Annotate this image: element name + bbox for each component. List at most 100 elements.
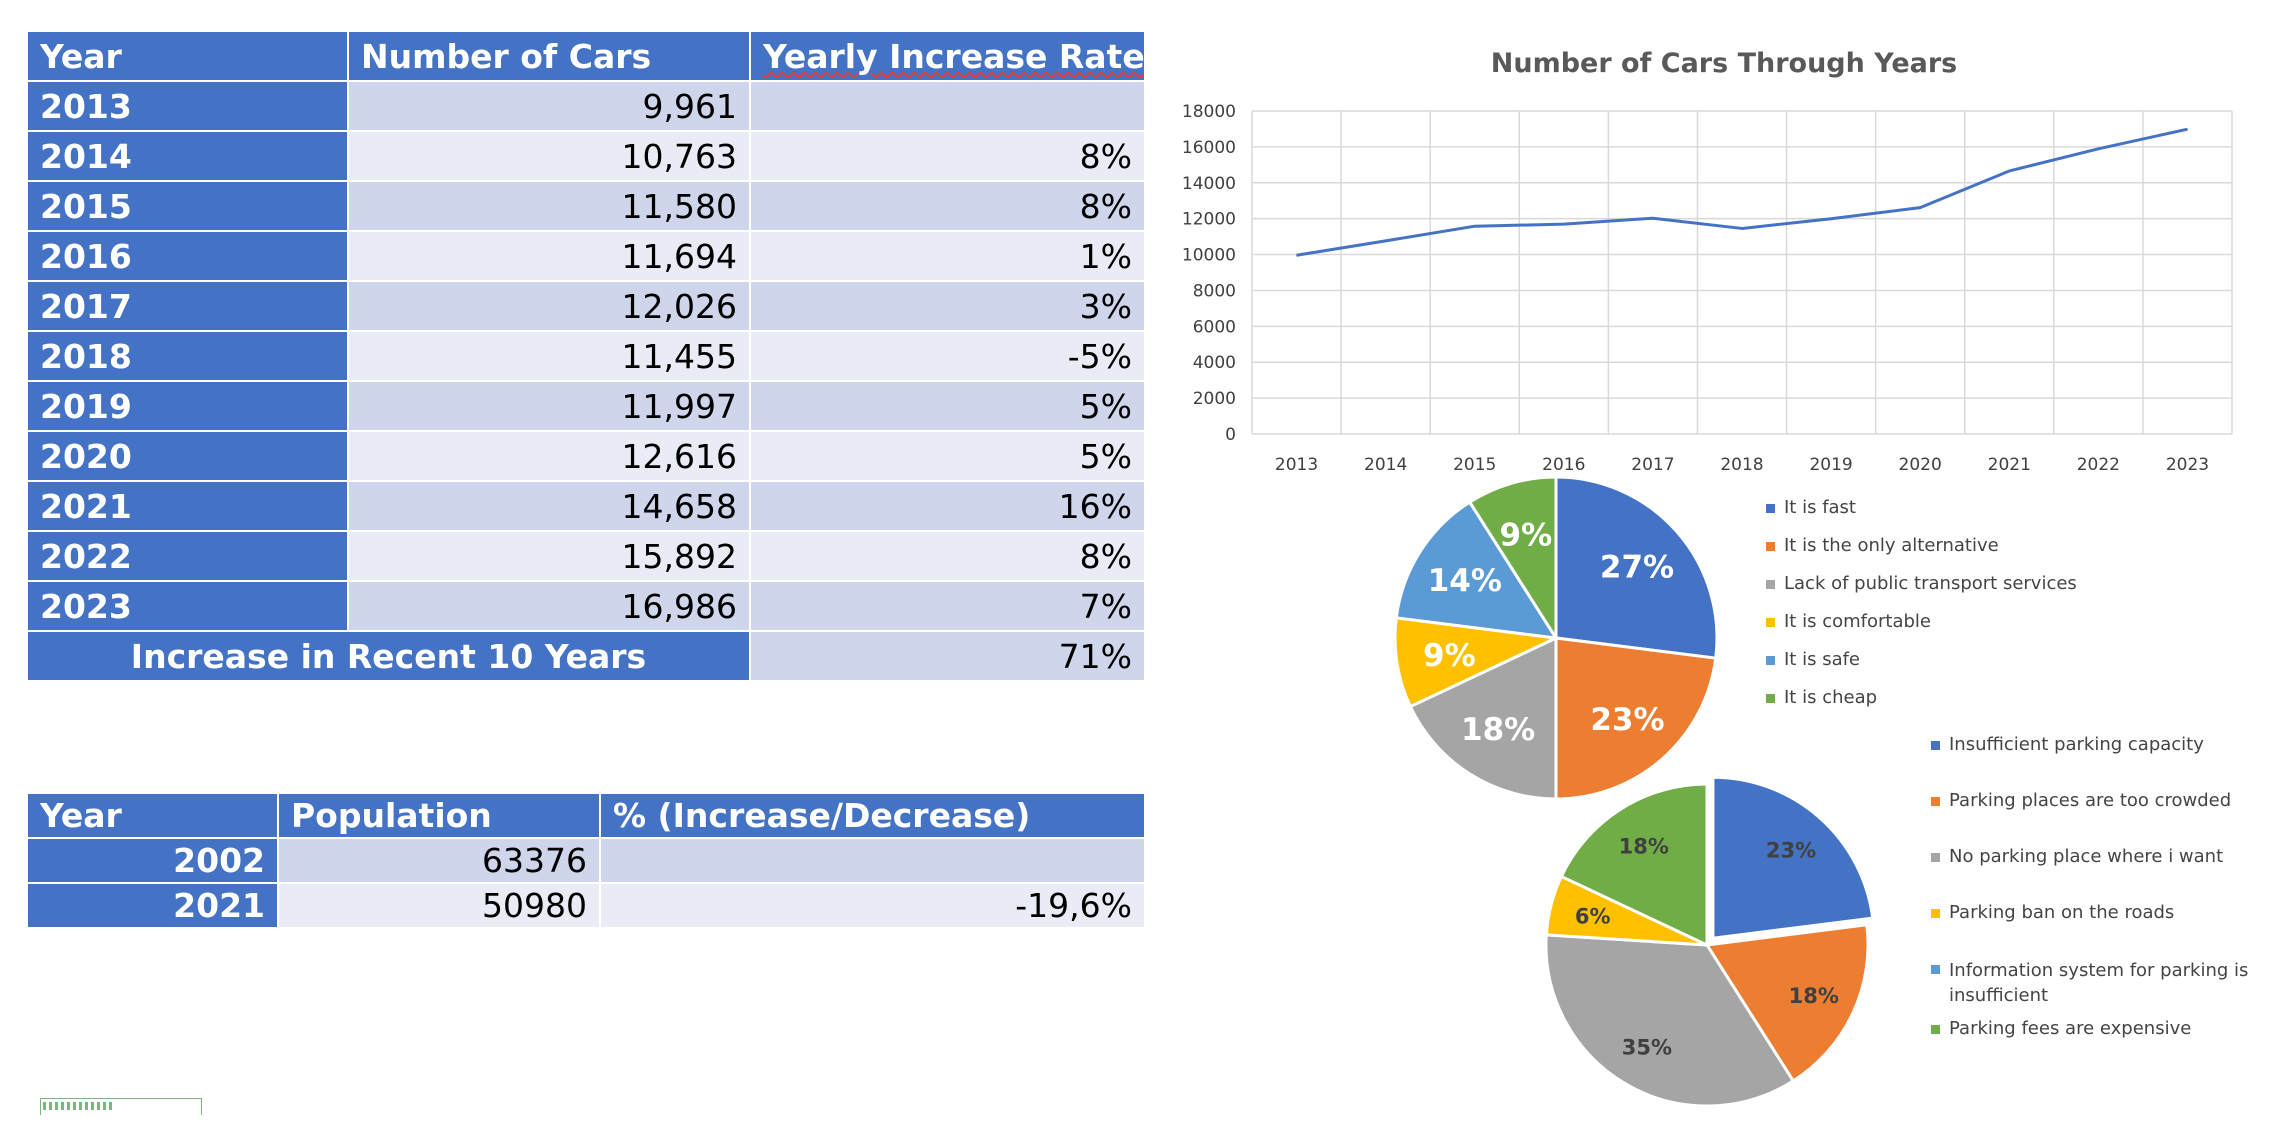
data-point[interactable] bbox=[1830, 218, 1832, 220]
summary-row: Increase in Recent 10 Years 71% bbox=[26, 630, 1146, 682]
sheet-fragment bbox=[40, 1098, 202, 1115]
legend-item[interactable]: It is cheap bbox=[1766, 687, 2077, 708]
legend-item[interactable]: Parking places are too crowded bbox=[1931, 790, 2261, 811]
cell-rate[interactable]: 5% bbox=[749, 430, 1146, 482]
data-point[interactable] bbox=[1474, 225, 1476, 227]
legend-item[interactable]: Parking fees are expensive bbox=[1931, 1018, 2261, 1039]
data-point[interactable] bbox=[2097, 148, 2099, 150]
cell-rate[interactable]: 3% bbox=[749, 280, 1146, 332]
cell-year[interactable]: 2021 bbox=[26, 480, 349, 532]
legend-label: It is the only alternative bbox=[1784, 535, 1999, 556]
cell-year[interactable]: 2019 bbox=[26, 380, 349, 432]
legend-item[interactable]: It is the only alternative bbox=[1766, 535, 2077, 556]
data-point[interactable] bbox=[1741, 227, 1743, 229]
legend-label: Lack of public transport services bbox=[1784, 573, 2077, 594]
legend-item[interactable]: Information system for parking is insuff… bbox=[1931, 958, 2261, 1008]
cell-rate[interactable]: 5% bbox=[749, 380, 1146, 432]
legend-swatch bbox=[1931, 797, 1940, 806]
cell-change[interactable]: -19,6% bbox=[599, 882, 1146, 929]
cell-rate[interactable]: 7% bbox=[749, 580, 1146, 632]
cell-cars[interactable]: 10,763 bbox=[347, 130, 751, 182]
pop-header-change[interactable]: % (Increase/Decrease) bbox=[599, 792, 1146, 839]
legend-item[interactable]: It is safe bbox=[1766, 649, 2077, 670]
pie-slice-it-is-cheap[interactable] bbox=[1467, 475, 1558, 644]
cell-change[interactable] bbox=[599, 837, 1146, 884]
cell-rate[interactable]: 8% bbox=[749, 530, 1146, 582]
cell-year[interactable]: 2013 bbox=[26, 80, 349, 132]
legend-item[interactable]: Parking ban on the roads bbox=[1931, 902, 2261, 923]
legend-item[interactable]: Lack of public transport services bbox=[1766, 573, 2077, 594]
legend-item[interactable]: It is fast bbox=[1766, 497, 2077, 518]
cell-cars[interactable]: 11,580 bbox=[347, 180, 751, 232]
cell-year[interactable]: 2023 bbox=[26, 580, 349, 632]
pie-slice-parking-places-are-too-crowded[interactable] bbox=[1704, 923, 1870, 1084]
summary-value[interactable]: 71% bbox=[749, 630, 1146, 682]
x-tick-label: 2022 bbox=[2077, 455, 2120, 475]
data-point[interactable] bbox=[1652, 217, 1654, 219]
data-point[interactable] bbox=[1385, 240, 1387, 242]
summary-label[interactable]: Increase in Recent 10 Years bbox=[26, 630, 751, 682]
pie-slice-parking-fees-are-expensive[interactable] bbox=[1559, 782, 1709, 948]
cars-table-row: 2021 14,658 16% bbox=[26, 480, 1146, 532]
pie-slice-it-is-the-only-alternative[interactable] bbox=[1554, 636, 1718, 801]
cars-table-row: 2016 11,694 1% bbox=[26, 230, 1146, 282]
data-point[interactable] bbox=[1296, 254, 1298, 256]
cell-cars[interactable]: 11,455 bbox=[347, 330, 751, 382]
header-year[interactable]: Year bbox=[26, 30, 349, 82]
cell-population[interactable]: 50980 bbox=[277, 882, 601, 929]
population-table-row: 2002 63376 bbox=[26, 837, 1146, 884]
pie-slice-it-is-comfortable[interactable] bbox=[1393, 616, 1562, 709]
cell-cars[interactable]: 14,658 bbox=[347, 480, 751, 532]
data-point[interactable] bbox=[2186, 128, 2188, 130]
cell-rate[interactable]: 1% bbox=[749, 230, 1146, 282]
header-number-of-cars[interactable]: Number of Cars bbox=[347, 30, 751, 82]
cell-rate[interactable]: 16% bbox=[749, 480, 1146, 532]
cell-cars[interactable]: 11,997 bbox=[347, 380, 751, 432]
cell-cars[interactable]: 15,892 bbox=[347, 530, 751, 582]
x-tick-label: 2013 bbox=[1275, 455, 1318, 475]
cell-cars[interactable]: 11,694 bbox=[347, 230, 751, 282]
legend-item[interactable]: It is comfortable bbox=[1766, 611, 2077, 632]
pie-slice-insufficient-parking-capacity[interactable] bbox=[1711, 775, 1875, 940]
cell-cars[interactable]: 16,986 bbox=[347, 580, 751, 632]
cell-cars[interactable]: 12,026 bbox=[347, 280, 751, 332]
pie-data-label: 27% bbox=[1600, 550, 1674, 586]
cell-year[interactable]: 2017 bbox=[26, 280, 349, 332]
cars-table-row: 2022 15,892 8% bbox=[26, 530, 1146, 582]
pie-slice-it-is-safe[interactable] bbox=[1394, 499, 1559, 640]
cell-year[interactable]: 2016 bbox=[26, 230, 349, 282]
cell-year[interactable]: 2022 bbox=[26, 530, 349, 582]
cell-rate[interactable]: 8% bbox=[749, 180, 1146, 232]
pie-slice-it-is-fast[interactable] bbox=[1554, 475, 1719, 660]
cell-year[interactable]: 2015 bbox=[26, 180, 349, 232]
cell-rate[interactable]: -5% bbox=[749, 330, 1146, 382]
legend-label: Information system for parking is insuff… bbox=[1949, 960, 2249, 1006]
cell-year[interactable]: 2018 bbox=[26, 330, 349, 382]
pie-slice-lack-of-public-transport-services[interactable] bbox=[1408, 635, 1558, 801]
legend-item[interactable]: Insufficient parking capacity bbox=[1931, 734, 2261, 755]
pie-slice-no-parking-place-where-i-want[interactable] bbox=[1544, 933, 1796, 1108]
data-point[interactable] bbox=[2008, 170, 2010, 172]
header-increase-rate[interactable]: Yearly Increase Rate % bbox=[749, 30, 1146, 82]
cell-year[interactable]: 2014 bbox=[26, 130, 349, 182]
cell-year[interactable]: 2020 bbox=[26, 430, 349, 482]
y-tick-label: 12000 bbox=[1182, 210, 1236, 230]
legend-swatch bbox=[1766, 542, 1775, 551]
cell-pop-year[interactable]: 2002 bbox=[26, 837, 279, 884]
cell-pop-year[interactable]: 2021 bbox=[26, 882, 279, 929]
y-tick-label: 18000 bbox=[1182, 102, 1236, 122]
y-tick-label: 6000 bbox=[1193, 317, 1236, 337]
cars-table-row: 2019 11,997 5% bbox=[26, 380, 1146, 432]
data-point[interactable] bbox=[1919, 207, 1921, 209]
cell-cars[interactable]: 9,961 bbox=[347, 80, 751, 132]
legend-item[interactable]: No parking place where i want bbox=[1931, 846, 2261, 867]
data-point[interactable] bbox=[1563, 223, 1565, 225]
line-chart-title: Number of Cars Through Years bbox=[1491, 48, 1958, 79]
pop-header-year[interactable]: Year bbox=[26, 792, 279, 839]
cell-rate[interactable]: 8% bbox=[749, 130, 1146, 182]
cell-cars[interactable]: 12,616 bbox=[347, 430, 751, 482]
cell-population[interactable]: 63376 bbox=[277, 837, 601, 884]
cell-rate[interactable] bbox=[749, 80, 1146, 132]
legend-label: It is comfortable bbox=[1784, 611, 1931, 632]
pop-header-population[interactable]: Population bbox=[277, 792, 601, 839]
